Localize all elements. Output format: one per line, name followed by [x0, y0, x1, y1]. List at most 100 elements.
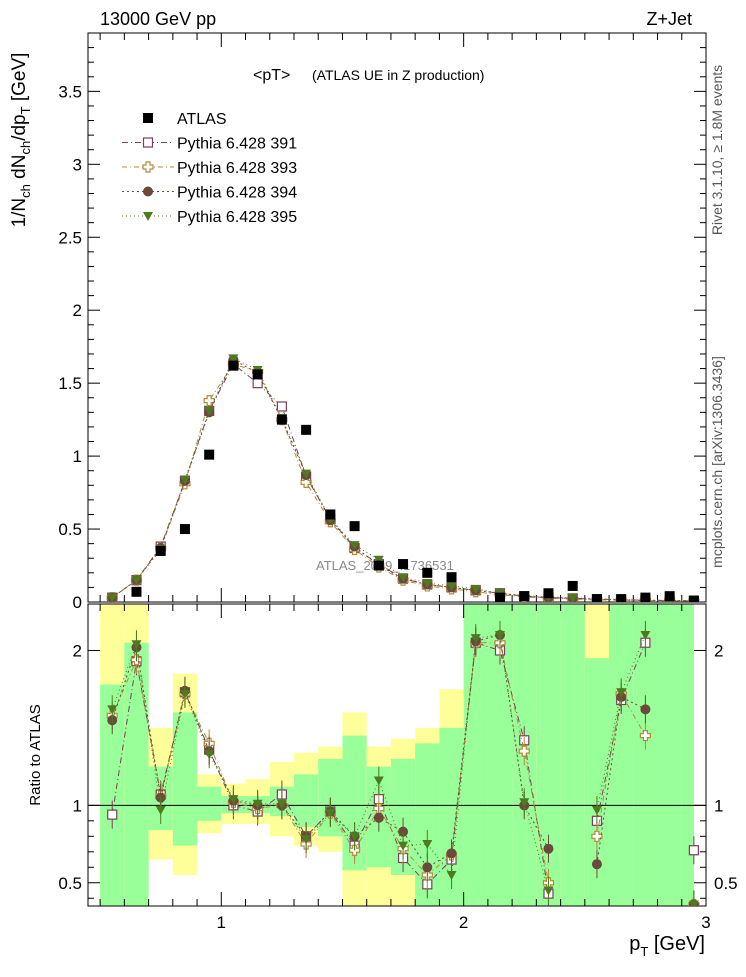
ratio-y-tick-label-right: 2 [714, 641, 723, 660]
data-point [422, 567, 433, 578]
ratio-axes: 0.5 0.5 1 1 2 2 1 2 3 [58, 603, 738, 932]
ratio-y-tick-label-right: 1 [714, 796, 723, 815]
data-point [179, 524, 190, 535]
data-point [640, 592, 651, 602]
legend-label: Pythia 6.428 393 [177, 160, 297, 177]
y-axis-label-ratio: Ratio to ATLAS [27, 704, 44, 805]
legend-label: ATLAS [177, 111, 227, 128]
ratio-uncertainty-bands [100, 604, 694, 906]
side-label-rivet: Rivet 3.1.10, ≥ 1.8M events [709, 65, 725, 235]
ratio-data-point [107, 705, 118, 715]
data-point [495, 592, 505, 602]
data-point [616, 594, 627, 602]
ratio-panel: 0.5 0.5 1 1 2 2 1 2 3 [58, 603, 738, 932]
data-point [373, 555, 384, 565]
legend-marker [143, 113, 153, 123]
ratio-frame [87, 603, 707, 907]
data-point [252, 378, 263, 389]
ratio-data-point [204, 750, 215, 760]
x-tick-label: 1 [217, 913, 226, 932]
main-axes: 0 0.5 1 1.5 2 2.5 3 3.5 [58, 32, 707, 612]
data-point [349, 541, 360, 551]
data-point [664, 591, 675, 602]
watermark: ATLAS_2019_I1736531 [316, 558, 454, 573]
data-point [204, 406, 215, 416]
data-point [276, 414, 287, 425]
band-inner [172, 712, 198, 846]
x-axis-label: pT [GeV] [629, 933, 705, 959]
data-point [300, 476, 312, 488]
legend-marker [143, 212, 153, 221]
data-point [349, 521, 360, 532]
ratio-series [106, 620, 700, 906]
ratio-y-tick-label: 0.5 [58, 874, 82, 893]
ratio-data-point [495, 630, 505, 640]
legend: ATLAS Pythia 6.428 391 Pythia 6.428 393 Pyt… [122, 111, 297, 226]
plot-title-sub: (ATLAS UE in Z production) [312, 67, 484, 83]
ratio-data-point [640, 630, 651, 640]
ratio-data-point [422, 862, 433, 873]
data-point [470, 584, 481, 594]
data-point [446, 572, 457, 583]
ratio-data-point [228, 795, 239, 805]
header-right: Z+Jet [646, 9, 692, 29]
y-tick-label: 0.5 [58, 520, 82, 539]
ratio-data-point [591, 805, 602, 815]
ratio-y-tick-label: 1 [73, 796, 82, 815]
ratio-data-point [688, 845, 699, 856]
y-tick-label: 0 [73, 593, 82, 612]
ratio-data-point [446, 871, 457, 881]
ratio-data-point [179, 689, 190, 699]
ratio-data-point [325, 809, 336, 819]
ratio-data-point [616, 688, 627, 698]
ratio-data-point [422, 840, 433, 850]
data-point [519, 591, 530, 602]
ratio-data-point [155, 805, 166, 815]
data-point [228, 354, 239, 364]
data-point [325, 509, 336, 520]
data-point [179, 475, 190, 485]
band-inner [657, 604, 682, 906]
side-label-mcplots: mcplots.cern.ch [arXiv:1306.3436] [709, 356, 725, 568]
data-point [228, 360, 239, 371]
ratio-data-point [470, 634, 481, 644]
ratio-data-point [591, 859, 602, 870]
legend-label: Pythia 6.428 394 [177, 185, 297, 202]
ratio-y-tick-label: 2 [73, 641, 82, 660]
ratio-series-line [596, 642, 646, 821]
data-point [204, 449, 215, 460]
legend-marker [142, 137, 154, 148]
ratio-data-point [518, 745, 530, 757]
header-left: 13000 GeV pp [100, 9, 216, 29]
data-point [131, 576, 142, 586]
data-point [373, 560, 384, 571]
ratio-data-point [107, 809, 118, 820]
ratio-data-point [446, 848, 457, 859]
ratio-data-point [252, 799, 263, 809]
data-point [688, 595, 699, 602]
ratio-series-line [596, 696, 646, 865]
ratio-data-point [543, 843, 554, 854]
band-inner [560, 604, 585, 906]
legend-label: Pythia 6.428 391 [177, 136, 297, 153]
band-inner [681, 604, 694, 906]
y-tick-label: 3.5 [58, 82, 82, 101]
data-point [543, 588, 554, 599]
data-point [276, 401, 287, 412]
ratio-data-point [398, 841, 409, 851]
data-point [203, 395, 215, 407]
main-frame [87, 32, 707, 603]
ratio-data-point [276, 799, 287, 809]
x-tick-label: 2 [459, 913, 468, 932]
y-tick-label: 2 [73, 301, 82, 320]
data-point [301, 469, 312, 479]
y-axis-label-main: 1/Nch dNch/dpT [GeV] [9, 53, 33, 228]
legend-marker [142, 161, 154, 173]
data-point [567, 580, 578, 591]
main-panel: 0 0.5 1 1.5 2 2.5 3 3.5 <pT> (ATLAS UE in Z pro… [58, 32, 707, 612]
ratio-data-point [373, 812, 384, 823]
data-point [107, 593, 118, 602]
ratio-data-point [543, 886, 554, 896]
data-point [131, 586, 142, 597]
